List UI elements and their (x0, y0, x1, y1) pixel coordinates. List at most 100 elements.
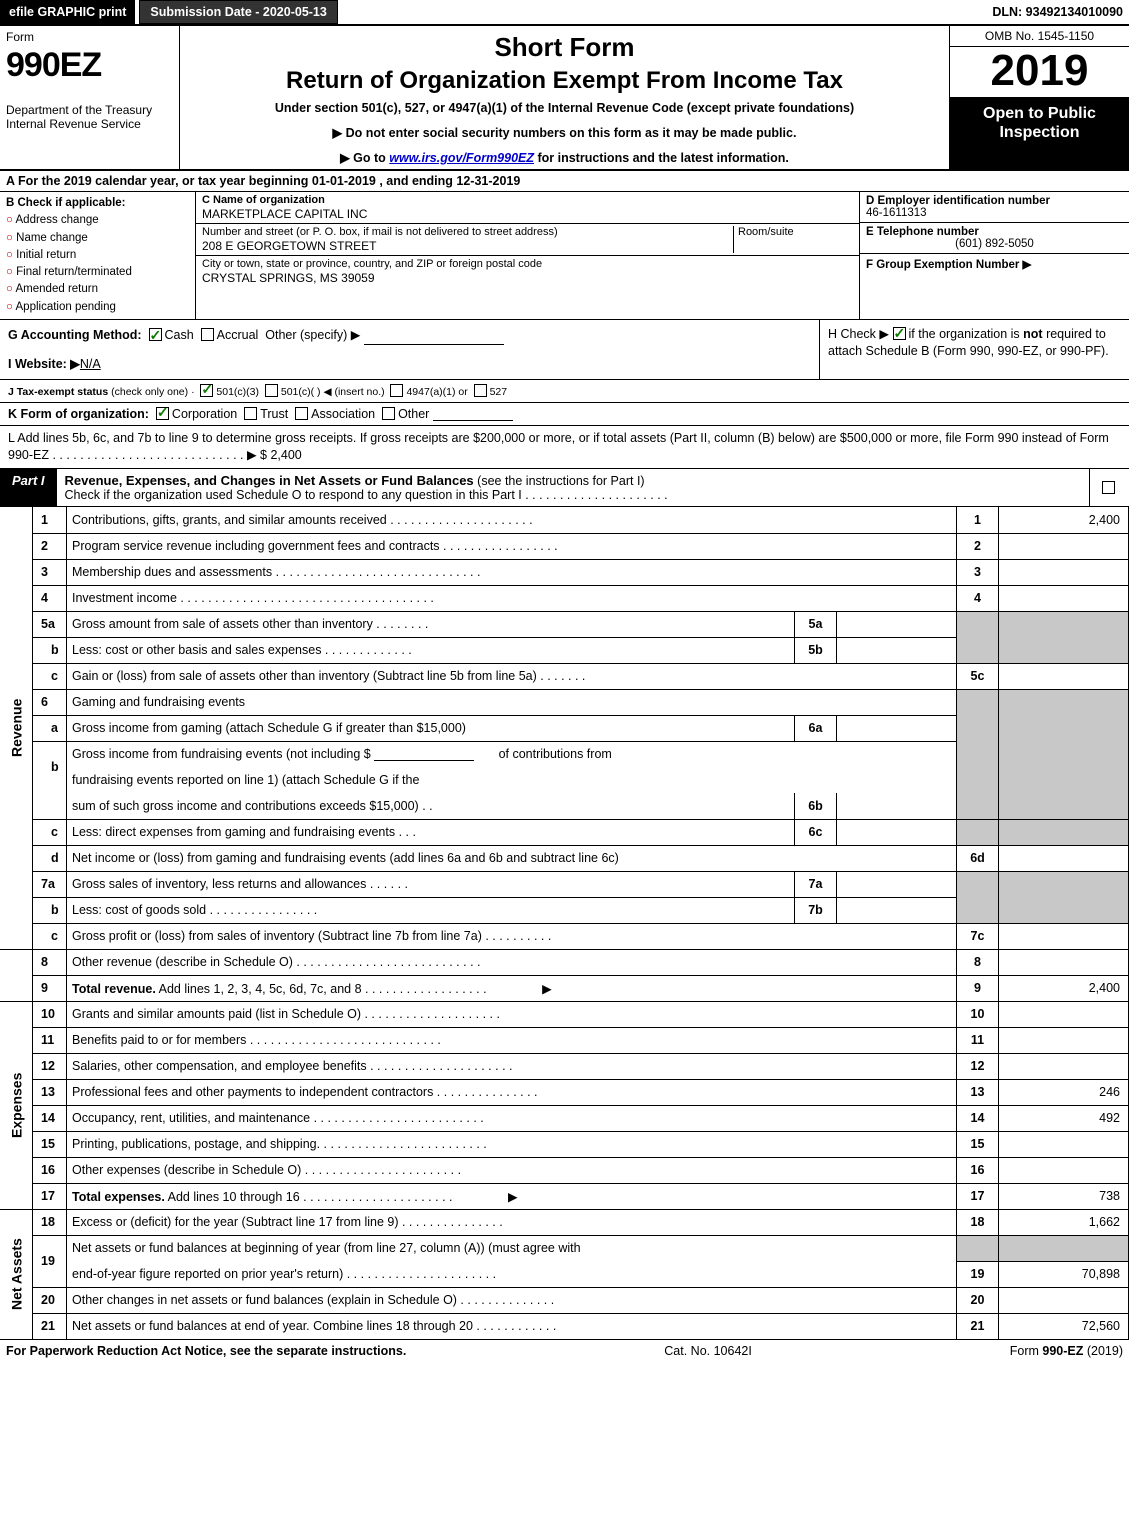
ein-value: 46-1611313 (866, 207, 927, 219)
r5b-mv (837, 637, 957, 663)
header-subline: Under section 501(c), 527, or 4947(a)(1)… (188, 101, 941, 115)
r14-rn: 14 (957, 1105, 999, 1131)
chk-501c3[interactable] (200, 384, 213, 397)
r2-rn: 2 (957, 533, 999, 559)
r9-rv: 2,400 (999, 975, 1129, 1001)
r16-rn: 16 (957, 1157, 999, 1183)
other-org-input[interactable] (433, 407, 513, 421)
chk-address-change[interactable]: Address change (6, 212, 191, 229)
chk-sched-b[interactable] (893, 327, 906, 340)
group-exemption-label: F Group Exemption Number ▶ (866, 259, 1031, 271)
r7a-num: 7a (33, 871, 67, 897)
footer-left: For Paperwork Reduction Act Notice, see … (6, 1344, 406, 1358)
other-method-input[interactable] (364, 331, 504, 345)
r1-rv: 2,400 (999, 507, 1129, 533)
r18-rn: 18 (957, 1209, 999, 1235)
r5b-num: b (33, 637, 67, 663)
box-c: C Name of organization MARKETPLACE CAPIT… (196, 192, 859, 319)
row-12: 12 Salaries, other compensation, and emp… (0, 1053, 1129, 1079)
chk-application-pending[interactable]: Application pending (6, 299, 191, 316)
r13-num: 13 (33, 1079, 67, 1105)
lbl-other-org: Other (398, 407, 429, 421)
lbl-other-method: Other (specify) ▶ (265, 328, 360, 342)
box-def: D Employer identification number 46-1611… (859, 192, 1129, 319)
r6c-mn: 6c (795, 819, 837, 845)
r20-rv (999, 1287, 1129, 1313)
lbl-cash: Cash (165, 328, 194, 342)
form-header: Form 990EZ Department of the Treasury In… (0, 26, 1129, 171)
r13-desc: Professional fees and other payments to … (67, 1079, 957, 1105)
chk-501c[interactable] (265, 384, 278, 397)
r10-num: 10 (33, 1001, 67, 1027)
row-7c: c Gross profit or (loss) from sales of i… (0, 923, 1129, 949)
accounting-method-label: G Accounting Method: (8, 328, 142, 342)
row-2: 2 Program service revenue including gove… (0, 533, 1129, 559)
room-label: Room/suite (738, 226, 853, 238)
website-label: I Website: ▶ (8, 357, 80, 371)
chk-amended-return[interactable]: Amended return (6, 281, 191, 298)
irs-link[interactable]: www.irs.gov/Form990EZ (389, 151, 534, 165)
efile-print-button[interactable]: efile GRAPHIC print (0, 0, 135, 24)
r3-rv (999, 559, 1129, 585)
r1-rn: 1 (957, 507, 999, 533)
row-6c: c Less: direct expenses from gaming and … (0, 819, 1129, 845)
r5a-mv (837, 611, 957, 637)
r19-rn: 19 (957, 1261, 999, 1287)
line-l-value: $ 2,400 (260, 448, 302, 462)
r6b-amount-input[interactable] (374, 747, 474, 761)
r7a-desc: Gross sales of inventory, less returns a… (67, 871, 795, 897)
part-1-checkbox[interactable] (1089, 469, 1129, 506)
r6b-desc3: sum of such gross income and contributio… (67, 793, 795, 819)
chk-cash[interactable] (149, 328, 162, 341)
line-gh: G Accounting Method: Cash Accrual Other … (0, 320, 1129, 381)
chk-name-change[interactable]: Name change (6, 230, 191, 247)
line-j-note: (check only one) · (111, 386, 194, 398)
r6-num: 6 (33, 689, 67, 715)
dept-treasury: Department of the Treasury Internal Reve… (6, 103, 173, 132)
r17-desc: Total expenses. Add lines 10 through 16 … (67, 1183, 957, 1209)
r7a-mv (837, 871, 957, 897)
chk-corporation[interactable] (156, 407, 169, 420)
r6c-desc: Less: direct expenses from gaming and fu… (67, 819, 795, 845)
chk-trust[interactable] (244, 407, 257, 420)
r4-rv (999, 585, 1129, 611)
r6d-rn: 6d (957, 845, 999, 871)
r3-desc: Membership dues and assessments . . . . … (67, 559, 957, 585)
row-5a: 5a Gross amount from sale of assets othe… (0, 611, 1129, 637)
lbl-527: 527 (490, 386, 508, 398)
row-10: Expenses 10 Grants and similar amounts p… (0, 1001, 1129, 1027)
r7ab-gray (957, 871, 999, 923)
part-1-note: (see the instructions for Part I) (477, 474, 644, 488)
chk-4947a1[interactable] (390, 384, 403, 397)
chk-initial-return[interactable]: Initial return (6, 247, 191, 264)
r21-num: 21 (33, 1313, 67, 1339)
r6b-num-blank (33, 793, 67, 819)
lbl-corporation: Corporation (172, 407, 237, 421)
r6d-num: d (33, 845, 67, 871)
r15-desc: Printing, publications, postage, and shi… (67, 1131, 957, 1157)
short-form-title: Short Form (188, 32, 941, 63)
r12-rn: 12 (957, 1053, 999, 1079)
chk-accrual[interactable] (201, 328, 214, 341)
row-3: 3 Membership dues and assessments . . . … (0, 559, 1129, 585)
line-h: H Check ▶ if the organization is not req… (819, 320, 1129, 380)
website-value: N/A (80, 357, 101, 371)
chk-final-return[interactable]: Final return/terminated (6, 264, 191, 281)
row-20: 20 Other changes in net assets or fund b… (0, 1287, 1129, 1313)
chk-other-org[interactable] (382, 407, 395, 420)
submission-date-button[interactable]: Submission Date - 2020-05-13 (139, 0, 337, 24)
expenses-section-label: Expenses (0, 1001, 33, 1209)
r16-desc: Other expenses (describe in Schedule O) … (67, 1157, 957, 1183)
r7b-mn: 7b (795, 897, 837, 923)
r6c-mv (837, 819, 957, 845)
omb-number: OMB No. 1545-1150 (950, 26, 1129, 47)
header-notice-1: ▶ Do not enter social security numbers o… (188, 125, 941, 140)
r19-rv: 70,898 (999, 1261, 1129, 1287)
r11-rn: 11 (957, 1027, 999, 1053)
r3-num: 3 (33, 559, 67, 585)
r4-num: 4 (33, 585, 67, 611)
phone-label: E Telephone number (866, 226, 979, 238)
r7ab-gray-val (999, 871, 1129, 923)
chk-association[interactable] (295, 407, 308, 420)
chk-527[interactable] (474, 384, 487, 397)
